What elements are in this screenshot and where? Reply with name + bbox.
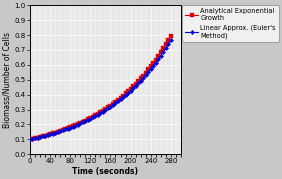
- Analytical Exponential
Growth: [28, 138, 32, 141]
- Analytical Exponential
Growth: [36, 137, 39, 139]
- Analytical Exponential
Growth: [66, 127, 69, 129]
- Line: Linear Approx. (Euler's
Method): Linear Approx. (Euler's Method): [28, 39, 172, 141]
- Analytical Exponential
Growth: [169, 35, 173, 37]
- Y-axis label: Biomass/Number of Cells: Biomass/Number of Cells: [3, 32, 12, 128]
- Analytical Exponential
Growth: [124, 92, 127, 95]
- Linear Approx. (Euler's
Method): [66, 127, 69, 130]
- Linear Approx. (Euler's
Method): [169, 39, 173, 41]
- Linear Approx. (Euler's
Method): [124, 94, 127, 96]
- Linear Approx. (Euler's
Method): [126, 92, 130, 94]
- Line: Analytical Exponential
Growth: Analytical Exponential Growth: [28, 34, 172, 141]
- Linear Approx. (Euler's
Method): [33, 137, 37, 139]
- Analytical Exponential
Growth: [89, 117, 92, 119]
- Legend: Analytical Exponential
Growth, Linear Approx. (Euler's
Method): Analytical Exponential Growth, Linear Ap…: [182, 5, 279, 42]
- Linear Approx. (Euler's
Method): [89, 118, 92, 120]
- Analytical Exponential
Growth: [126, 90, 130, 92]
- Linear Approx. (Euler's
Method): [28, 138, 32, 141]
- Analytical Exponential
Growth: [33, 137, 37, 139]
- Linear Approx. (Euler's
Method): [36, 137, 39, 139]
- X-axis label: Time (seconds): Time (seconds): [72, 167, 138, 176]
